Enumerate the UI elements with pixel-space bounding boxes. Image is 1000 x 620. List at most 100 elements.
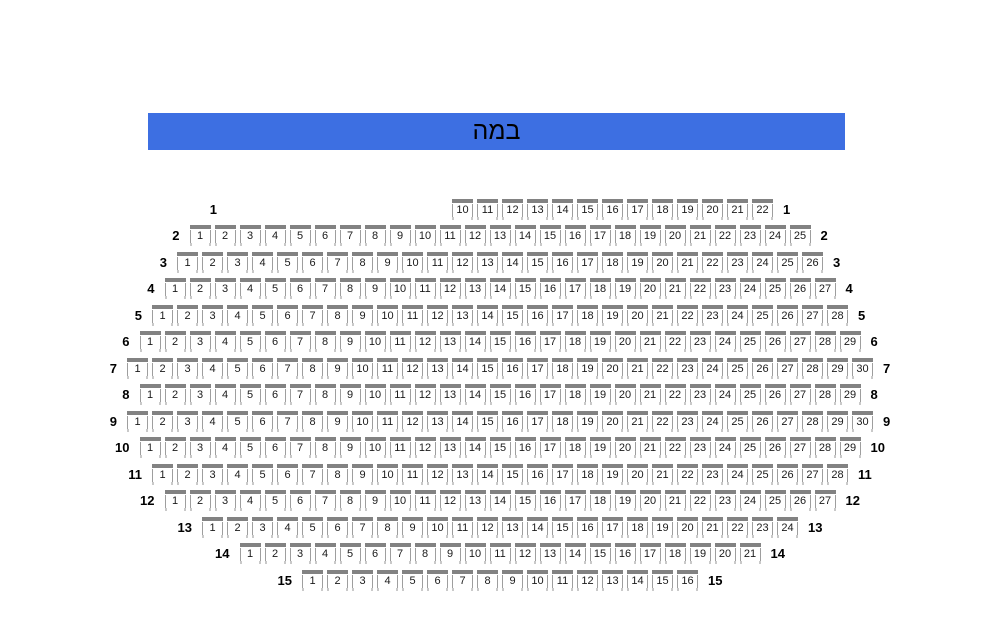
seat[interactable]: 17 bbox=[552, 304, 573, 326]
seat[interactable]: 18 bbox=[589, 278, 611, 300]
seat[interactable]: 24 bbox=[714, 437, 736, 459]
seat[interactable]: 23 bbox=[689, 437, 711, 459]
seat[interactable]: 12 bbox=[402, 357, 423, 379]
seat[interactable]: 4 bbox=[377, 569, 398, 591]
seat[interactable]: 12 bbox=[414, 384, 436, 406]
seat[interactable]: 6 bbox=[264, 331, 286, 353]
seat[interactable]: 15 bbox=[477, 410, 498, 432]
seat[interactable]: 1 bbox=[127, 357, 148, 379]
seat[interactable]: 1 bbox=[239, 543, 261, 565]
seat[interactable]: 7 bbox=[314, 278, 336, 300]
seat[interactable]: 5 bbox=[402, 569, 423, 591]
seat[interactable]: 7 bbox=[314, 490, 336, 512]
seat[interactable]: 25 bbox=[739, 437, 761, 459]
seat[interactable]: 21 bbox=[702, 516, 723, 538]
seat[interactable]: 3 bbox=[252, 516, 273, 538]
seat[interactable]: 19 bbox=[577, 357, 598, 379]
seat[interactable]: 4 bbox=[202, 410, 223, 432]
seat[interactable]: 3 bbox=[189, 331, 211, 353]
seat[interactable]: 22 bbox=[652, 410, 673, 432]
seat[interactable]: 22 bbox=[664, 384, 686, 406]
seat[interactable]: 27 bbox=[814, 278, 836, 300]
seat[interactable]: 18 bbox=[652, 198, 673, 220]
seat[interactable]: 17 bbox=[539, 331, 561, 353]
seat[interactable]: 21 bbox=[652, 304, 673, 326]
seat[interactable]: 11 bbox=[402, 463, 423, 485]
seat[interactable]: 9 bbox=[389, 225, 411, 247]
seat[interactable]: 16 bbox=[602, 198, 623, 220]
seat[interactable]: 12 bbox=[427, 463, 448, 485]
seat[interactable]: 7 bbox=[327, 251, 348, 273]
seat[interactable]: 10 bbox=[527, 569, 548, 591]
seat[interactable]: 24 bbox=[727, 304, 748, 326]
seat[interactable]: 8 bbox=[314, 331, 336, 353]
seat[interactable]: 5 bbox=[239, 384, 261, 406]
seat[interactable]: 12 bbox=[502, 198, 523, 220]
seat[interactable]: 20 bbox=[614, 331, 636, 353]
seat[interactable]: 13 bbox=[502, 516, 523, 538]
seat[interactable]: 24 bbox=[752, 251, 773, 273]
seat[interactable]: 23 bbox=[702, 304, 723, 326]
seat[interactable]: 25 bbox=[727, 357, 748, 379]
seat[interactable]: 27 bbox=[802, 304, 823, 326]
seat[interactable]: 15 bbox=[514, 278, 536, 300]
seat[interactable]: 5 bbox=[252, 463, 273, 485]
seat[interactable]: 8 bbox=[414, 543, 436, 565]
seat[interactable]: 5 bbox=[239, 331, 261, 353]
seat[interactable]: 21 bbox=[627, 357, 648, 379]
seat[interactable]: 8 bbox=[339, 278, 361, 300]
seat[interactable]: 16 bbox=[614, 543, 636, 565]
seat[interactable]: 23 bbox=[677, 410, 698, 432]
seat[interactable]: 24 bbox=[739, 278, 761, 300]
seat[interactable]: 12 bbox=[477, 516, 498, 538]
seat[interactable]: 20 bbox=[614, 384, 636, 406]
seat[interactable]: 29 bbox=[827, 410, 848, 432]
seat[interactable]: 25 bbox=[789, 225, 811, 247]
seat[interactable]: 1 bbox=[152, 304, 173, 326]
seat[interactable]: 24 bbox=[714, 331, 736, 353]
seat[interactable]: 24 bbox=[764, 225, 786, 247]
seat[interactable]: 14 bbox=[502, 251, 523, 273]
seat[interactable]: 8 bbox=[302, 410, 323, 432]
seat[interactable]: 12 bbox=[577, 569, 598, 591]
seat[interactable]: 10 bbox=[377, 304, 398, 326]
seat[interactable]: 16 bbox=[552, 251, 573, 273]
seat[interactable]: 12 bbox=[514, 543, 536, 565]
seat[interactable]: 14 bbox=[627, 569, 648, 591]
seat[interactable]: 6 bbox=[264, 384, 286, 406]
seat[interactable]: 17 bbox=[539, 384, 561, 406]
seat[interactable]: 26 bbox=[764, 331, 786, 353]
seat[interactable]: 19 bbox=[614, 278, 636, 300]
seat[interactable]: 26 bbox=[789, 278, 811, 300]
seat[interactable]: 19 bbox=[589, 384, 611, 406]
seat[interactable]: 26 bbox=[752, 410, 773, 432]
seat[interactable]: 17 bbox=[564, 490, 586, 512]
seat[interactable]: 7 bbox=[302, 463, 323, 485]
seat[interactable]: 1 bbox=[302, 569, 323, 591]
seat[interactable]: 6 bbox=[314, 225, 336, 247]
seat[interactable]: 19 bbox=[602, 463, 623, 485]
seat[interactable]: 14 bbox=[489, 278, 511, 300]
seat[interactable]: 14 bbox=[452, 410, 473, 432]
seat[interactable]: 21 bbox=[639, 384, 661, 406]
seat[interactable]: 10 bbox=[352, 410, 373, 432]
seat[interactable]: 1 bbox=[127, 410, 148, 432]
seat[interactable]: 14 bbox=[464, 331, 486, 353]
seat[interactable]: 4 bbox=[227, 463, 248, 485]
seat[interactable]: 8 bbox=[477, 569, 498, 591]
seat[interactable]: 15 bbox=[502, 304, 523, 326]
seat[interactable]: 15 bbox=[577, 198, 598, 220]
seat[interactable]: 1 bbox=[164, 490, 186, 512]
seat[interactable]: 9 bbox=[439, 543, 461, 565]
seat[interactable]: 22 bbox=[652, 357, 673, 379]
seat[interactable]: 17 bbox=[527, 357, 548, 379]
seat[interactable]: 24 bbox=[714, 384, 736, 406]
seat[interactable]: 15 bbox=[527, 251, 548, 273]
seat[interactable]: 1 bbox=[189, 225, 211, 247]
seat[interactable]: 13 bbox=[452, 304, 473, 326]
seat[interactable]: 11 bbox=[477, 198, 498, 220]
seat[interactable]: 15 bbox=[539, 225, 561, 247]
seat[interactable]: 1 bbox=[177, 251, 198, 273]
seat[interactable]: 10 bbox=[427, 516, 448, 538]
seat[interactable]: 23 bbox=[714, 490, 736, 512]
